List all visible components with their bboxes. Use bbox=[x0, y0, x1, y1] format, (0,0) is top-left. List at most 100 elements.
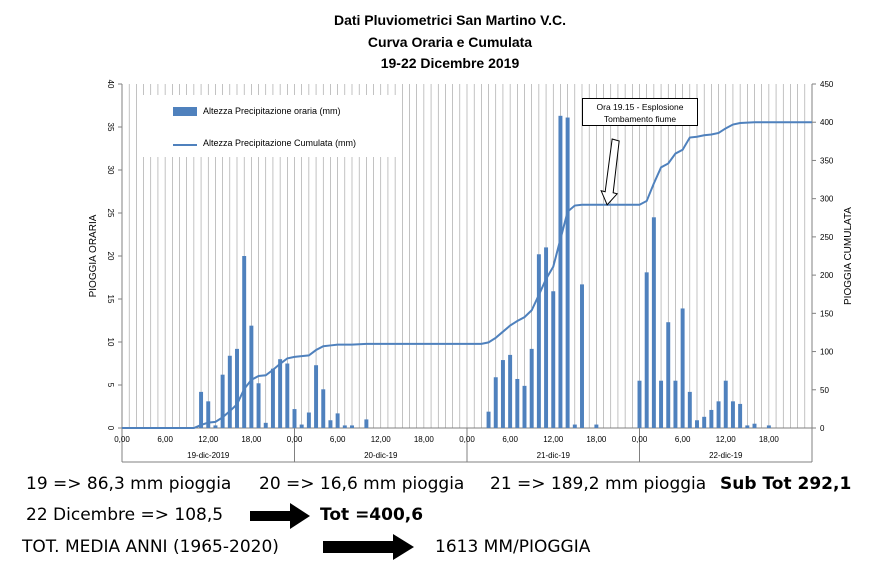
hourly-bar bbox=[709, 409, 714, 428]
x-tick-label: 18,00 bbox=[586, 435, 607, 444]
hourly-bar bbox=[270, 368, 275, 428]
hourly-bar bbox=[220, 374, 225, 428]
hourly-bar bbox=[558, 115, 563, 428]
left-tick-label: 5 bbox=[106, 383, 115, 388]
rainfall-chart: 0510152025303540050100150200250300350400… bbox=[88, 80, 854, 463]
hourly-bar bbox=[680, 308, 685, 428]
x-tick-label: 18,00 bbox=[759, 435, 780, 444]
annotation-arrow bbox=[600, 138, 620, 206]
hourly-bar bbox=[278, 359, 283, 428]
arrow-to-average bbox=[323, 534, 414, 560]
hourly-bar bbox=[637, 380, 642, 428]
chart-date-range: 19-22 Dicembre 2019 bbox=[380, 55, 520, 71]
hourly-bar bbox=[551, 291, 556, 428]
x-tick-label: 18,00 bbox=[414, 435, 435, 444]
left-tick-label: 40 bbox=[106, 80, 115, 89]
hourly-bar bbox=[335, 413, 340, 428]
hourly-bar bbox=[580, 284, 584, 428]
hourly-bar bbox=[695, 420, 699, 428]
hourly-bar bbox=[299, 424, 304, 428]
hourly-bar bbox=[242, 256, 247, 428]
hourly-bar bbox=[752, 423, 757, 428]
legend-cumulative-label: Altezza Precipitazione Cumulata (mm) bbox=[203, 138, 357, 148]
hourly-bar bbox=[328, 420, 333, 428]
hourly-bar bbox=[644, 272, 649, 428]
hourly-bar bbox=[206, 401, 211, 428]
hourly-bar bbox=[263, 422, 268, 428]
left-tick-label: 30 bbox=[106, 166, 115, 175]
right-axis-title: PIOGGIA CUMULATA bbox=[843, 207, 854, 305]
right-tick-label: 350 bbox=[820, 156, 834, 165]
right-tick-label: 250 bbox=[820, 233, 834, 242]
x-tick-label: 6,00 bbox=[157, 435, 173, 444]
hourly-bar bbox=[536, 254, 541, 428]
hourly-bar bbox=[256, 383, 261, 428]
x-tick-label: 0,00 bbox=[287, 435, 303, 444]
x-tick-label: 6,00 bbox=[502, 435, 518, 444]
hourly-bar bbox=[529, 348, 534, 428]
hourly-bar bbox=[723, 380, 728, 428]
hourly-bar bbox=[306, 412, 311, 428]
legend-bar-swatch bbox=[173, 107, 197, 116]
x-tick-label: 12,00 bbox=[198, 435, 219, 444]
hourly-bar bbox=[702, 416, 707, 428]
day-label: 21-dic-19 bbox=[537, 451, 571, 460]
hourly-bar bbox=[500, 360, 505, 428]
summary-day-22: 22 Dicembre => 108,5 bbox=[26, 505, 224, 525]
day-label: 20-dic-19 bbox=[364, 451, 398, 460]
x-tick-label: 0,00 bbox=[459, 435, 475, 444]
hourly-bar bbox=[249, 325, 254, 428]
hourly-bar bbox=[659, 380, 664, 428]
left-tick-label: 25 bbox=[106, 209, 115, 218]
x-tick-label: 12,00 bbox=[543, 435, 564, 444]
left-tick-label: 15 bbox=[106, 295, 115, 304]
summary-day-20: 20 => 16,6 mm pioggia bbox=[259, 474, 465, 494]
summary-day-19: 19 => 86,3 mm pioggia bbox=[26, 474, 232, 494]
right-tick-label: 450 bbox=[820, 80, 834, 89]
explosion-annotation: Ora 19.15 - Esplosione Tombamento fiume bbox=[582, 98, 698, 126]
left-tick-label: 20 bbox=[106, 252, 115, 261]
day-label: 19-dic-2019 bbox=[187, 451, 230, 460]
hourly-bar bbox=[651, 217, 656, 428]
hourly-bar bbox=[342, 425, 347, 428]
x-tick-label: 0,00 bbox=[114, 435, 130, 444]
hourly-bar bbox=[738, 403, 743, 428]
legend-line-swatch bbox=[173, 144, 197, 146]
hourly-bar bbox=[199, 391, 204, 428]
right-tick-label: 200 bbox=[820, 271, 834, 280]
x-tick-label: 0,00 bbox=[632, 435, 648, 444]
chart-title: Dati Pluviometrici San Martino V.C. bbox=[333, 12, 567, 28]
hourly-bar bbox=[745, 425, 750, 428]
hourly-bar bbox=[235, 348, 239, 428]
hourly-bar bbox=[350, 425, 354, 428]
annotation-line-1: Ora 19.15 - Esplosione bbox=[596, 102, 684, 112]
right-tick-label: 150 bbox=[820, 309, 834, 318]
hourly-bar bbox=[227, 355, 232, 428]
hourly-bar bbox=[213, 425, 218, 428]
hourly-bar bbox=[522, 385, 527, 428]
hourly-bar bbox=[493, 377, 498, 428]
hourly-bar bbox=[515, 378, 520, 428]
hourly-bar bbox=[508, 354, 513, 428]
x-tick-label: 12,00 bbox=[371, 435, 392, 444]
x-tick-label: 12,00 bbox=[716, 435, 737, 444]
arrow-to-total bbox=[250, 503, 310, 529]
left-tick-label: 10 bbox=[106, 338, 115, 347]
hourly-bar bbox=[716, 401, 721, 428]
hourly-bar bbox=[314, 365, 319, 428]
x-tick-label: 18,00 bbox=[241, 435, 262, 444]
hourly-bar bbox=[321, 389, 326, 428]
left-axis-title: PIOGGIA ORARIA bbox=[88, 214, 99, 297]
hourly-bar bbox=[666, 322, 671, 428]
cumulative-line bbox=[122, 121, 812, 429]
legend-hourly-label: Altezza Precipitazione oraria (mm) bbox=[203, 106, 341, 116]
hourly-bar bbox=[292, 409, 297, 428]
summary-day-21: 21 => 189,2 mm pioggia bbox=[490, 474, 707, 494]
chart-legend: Altezza Precipitazione oraria (mm) Altez… bbox=[143, 95, 399, 157]
right-tick-label: 0 bbox=[820, 424, 825, 433]
hourly-bar bbox=[285, 363, 290, 428]
day-label: 22-dic-19 bbox=[709, 451, 743, 460]
left-tick-label: 35 bbox=[106, 123, 115, 132]
summary-subtotal: Sub Tot 292,1 bbox=[720, 474, 852, 494]
